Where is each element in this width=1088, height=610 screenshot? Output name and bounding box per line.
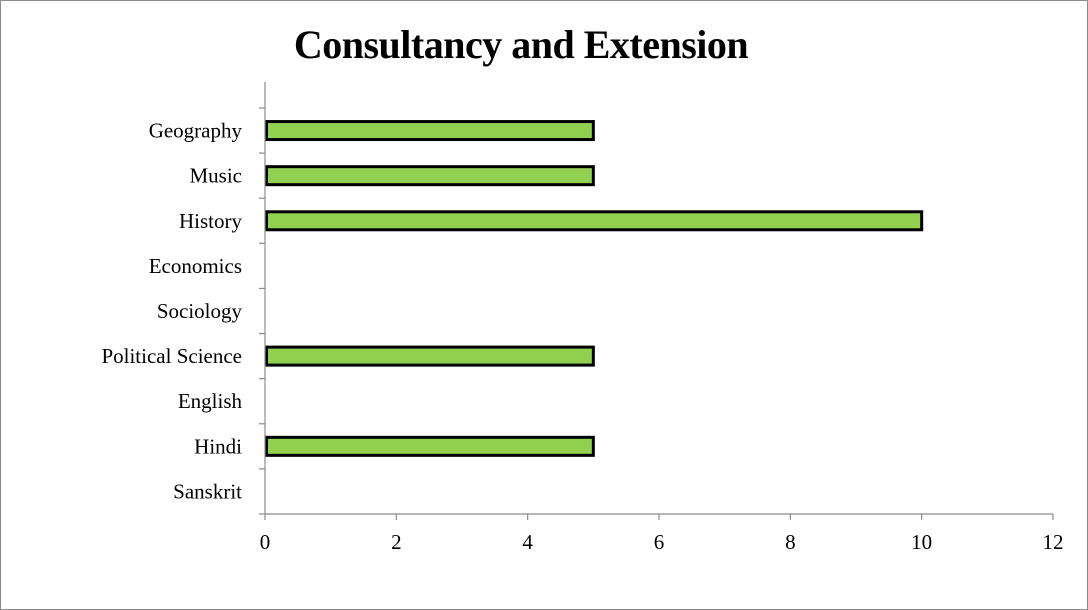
axes-layer — [259, 82, 1054, 520]
bars-layer — [265, 120, 924, 457]
bar-hindi — [265, 435, 595, 457]
category-label-economics: Economics — [149, 254, 242, 278]
category-label-music: Music — [190, 164, 243, 188]
category-label-sanskrit: Sanskrit — [173, 479, 242, 503]
category-label-sociology: Sociology — [157, 299, 243, 323]
x-tick-label-12: 12 — [1043, 530, 1064, 554]
x-tick-label-8: 8 — [785, 530, 796, 554]
category-label-english: English — [178, 389, 243, 413]
bar-music — [265, 165, 595, 187]
chart-title: Consultancy and Extension — [293, 22, 749, 67]
x-tick-label-0: 0 — [260, 530, 271, 554]
category-label-geography: Geography — [149, 119, 243, 143]
x-tick-label-4: 4 — [522, 530, 533, 554]
bar-political-science — [265, 345, 595, 367]
category-label-history: History — [179, 209, 243, 233]
x-tick-label-2: 2 — [391, 530, 402, 554]
category-label-political-science: Political Science — [101, 344, 242, 368]
x-tick-label-10: 10 — [911, 530, 932, 554]
x-tick-label-6: 6 — [654, 530, 665, 554]
bar-geography — [265, 120, 595, 142]
category-label-hindi: Hindi — [194, 434, 242, 458]
labels-layer: Sanskrit Hindi English Political Science Soc… — [101, 119, 1063, 554]
bar-history — [265, 210, 924, 232]
